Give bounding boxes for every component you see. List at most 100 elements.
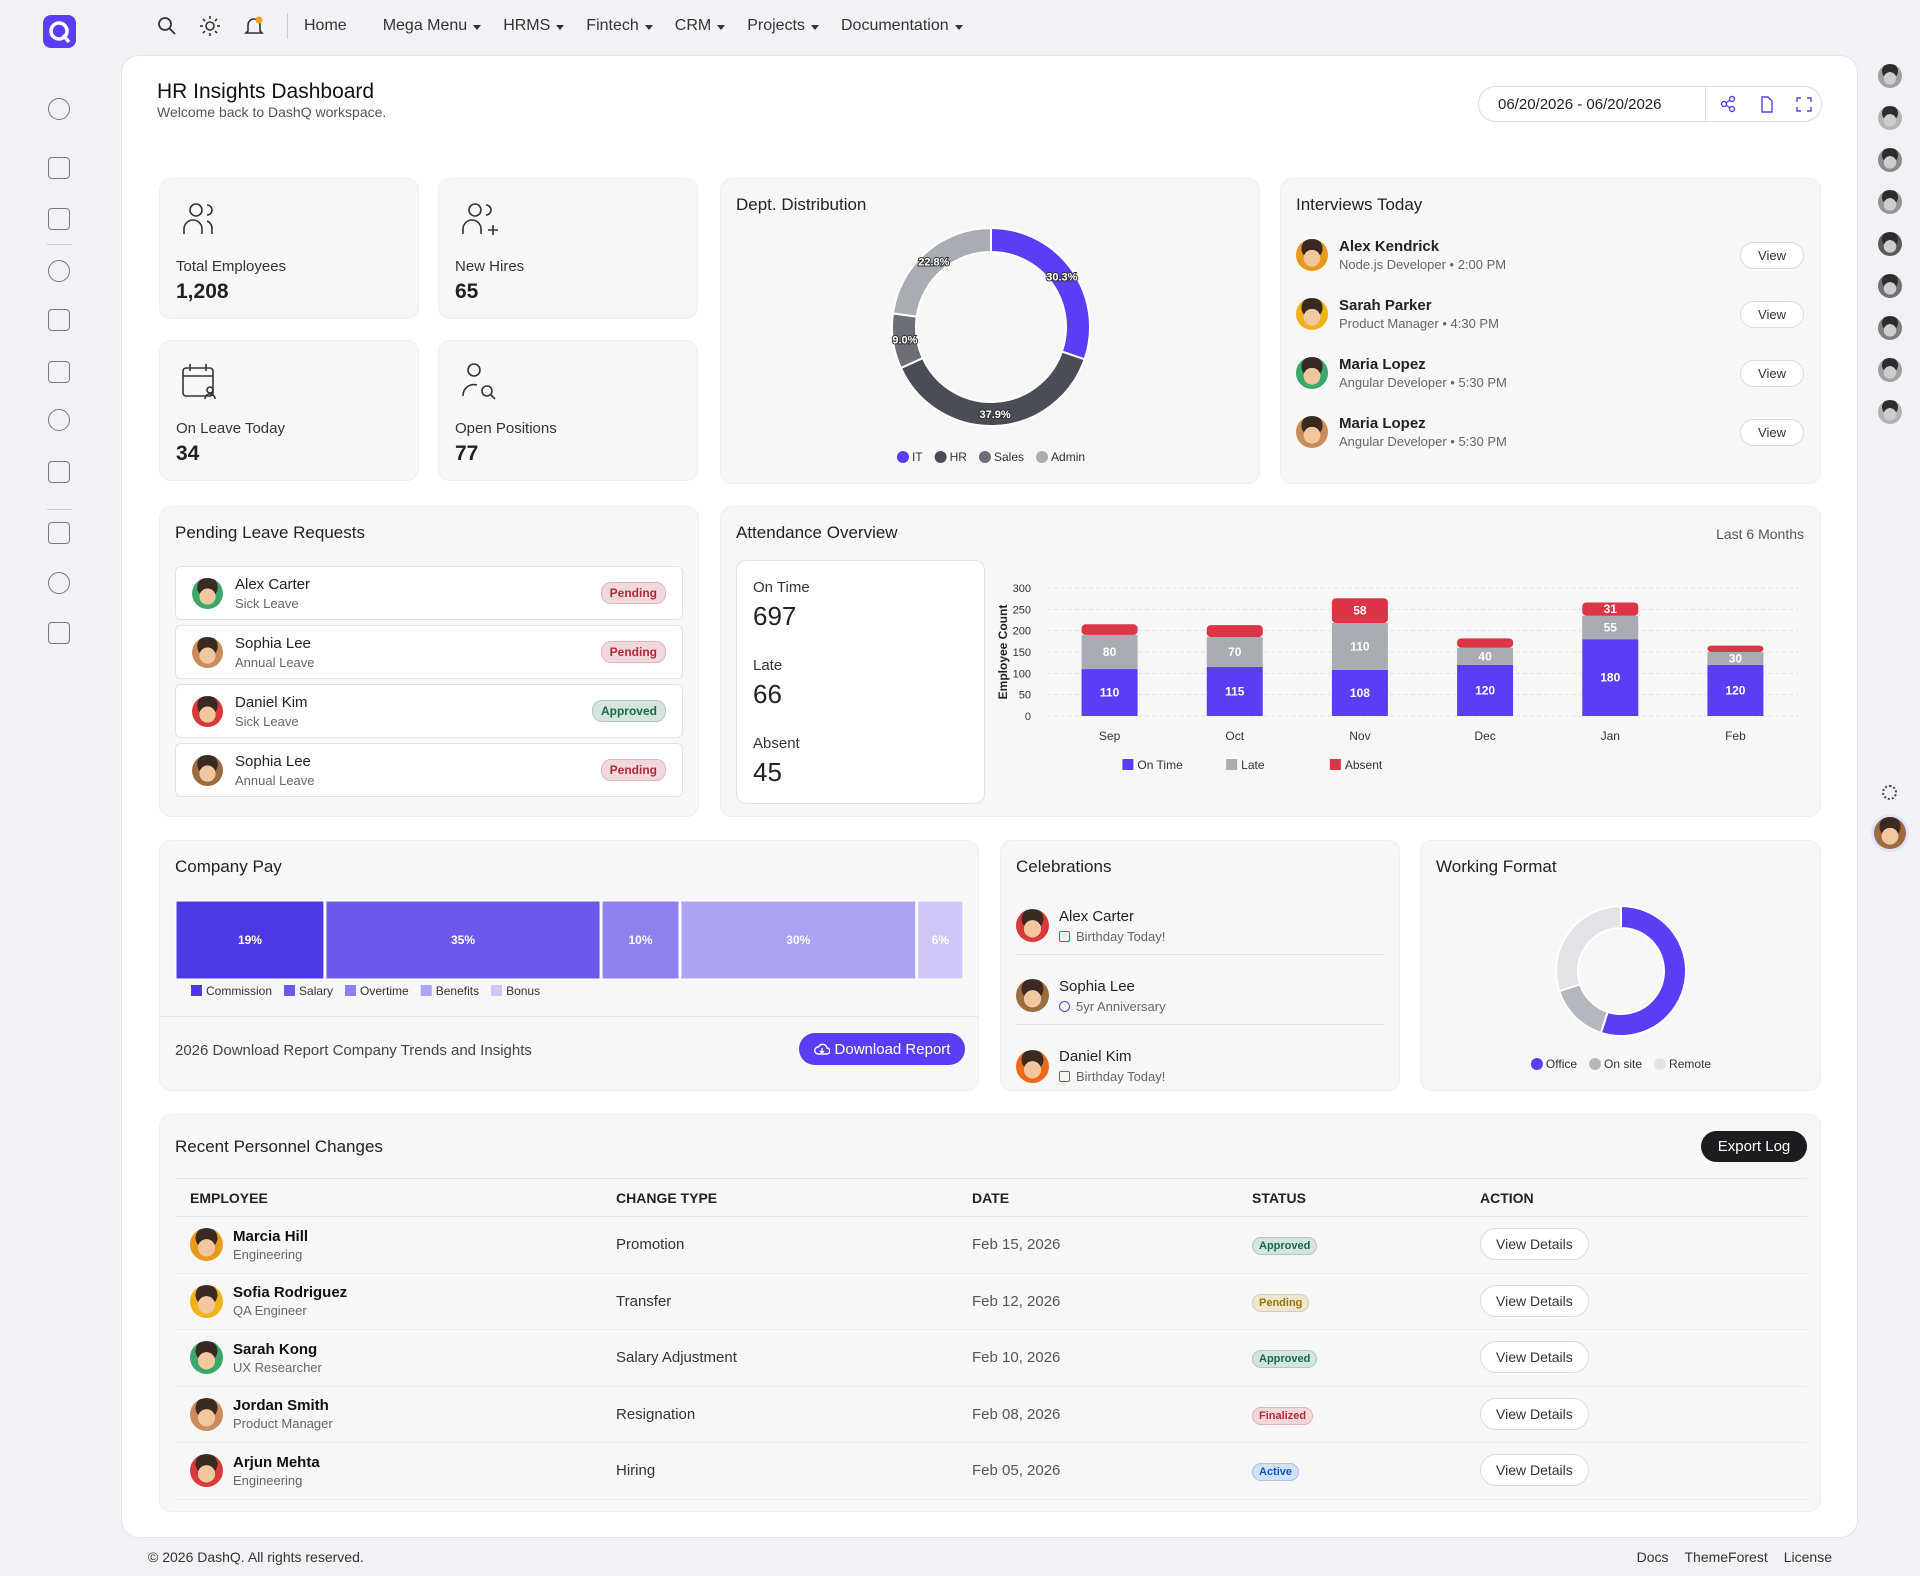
menu-item[interactable]: Fintech bbox=[586, 17, 654, 35]
view-details-button[interactable]: View Details bbox=[1480, 1284, 1589, 1317]
export-button[interactable]: Export Log bbox=[1701, 1131, 1807, 1162]
status-cell: Pending bbox=[1237, 1273, 1465, 1330]
menu-item[interactable]: Mega Menu bbox=[383, 17, 482, 35]
stat-value: 34 bbox=[176, 442, 200, 465]
period[interactable]: Last 6 Months bbox=[1716, 526, 1804, 542]
table-row: Jordan Smith Product Manager Resignation Fe… bbox=[175, 1386, 1807, 1443]
footer-link[interactable]: License bbox=[1783, 1549, 1832, 1565]
status-badge: Finalized bbox=[1252, 1406, 1314, 1425]
avatar bbox=[1296, 239, 1328, 271]
status-badge: Pending bbox=[1252, 1293, 1310, 1312]
action-cell: View Details bbox=[1465, 1386, 1807, 1443]
avatar[interactable] bbox=[1878, 358, 1902, 382]
avatar bbox=[192, 577, 223, 609]
leave-text: Alex Carter Sick Leave bbox=[235, 576, 310, 611]
view-button[interactable]: View bbox=[1740, 241, 1804, 269]
avatar[interactable] bbox=[1878, 106, 1902, 130]
employee-text: Arjun Mehta Engineering bbox=[233, 1454, 320, 1488]
leave-text: Daniel Kim Sick Leave bbox=[235, 694, 308, 729]
avatar bbox=[1016, 979, 1049, 1012]
summary-value: 45 bbox=[753, 757, 782, 787]
dept-panel: Dept. Distribution bbox=[720, 178, 1260, 484]
sidebar-icon[interactable] bbox=[48, 409, 70, 431]
employee-name: Marcia Hill bbox=[233, 1227, 309, 1245]
view-details-button[interactable]: View Details bbox=[1480, 1341, 1589, 1374]
footer-link[interactable]: ThemeForest bbox=[1684, 1549, 1768, 1565]
summary-label: Absent bbox=[753, 735, 800, 752]
note-text: Birthday Today! bbox=[1076, 1069, 1166, 1084]
summary-value: 697 bbox=[753, 601, 797, 631]
sidebar-icon[interactable] bbox=[48, 208, 70, 230]
note-icon bbox=[1059, 1071, 1070, 1082]
sidebar-icon[interactable] bbox=[48, 361, 70, 383]
toolbar-icons[interactable] bbox=[1706, 87, 1821, 121]
employee-cell: Jordan Smith Product Manager bbox=[175, 1386, 601, 1443]
panel-title: Dept. Distribution bbox=[736, 195, 867, 214]
footer-links: Docs ThemeForest License bbox=[1637, 1549, 1832, 1565]
view-details-button[interactable]: View Details bbox=[1480, 1397, 1589, 1430]
change-cell: Salary Adjustment bbox=[601, 1329, 957, 1387]
change-cell: Resignation bbox=[601, 1386, 957, 1443]
footer-link[interactable]: Docs bbox=[1636, 1549, 1669, 1565]
view-details-button[interactable]: View Details bbox=[1480, 1454, 1589, 1487]
settings-icon[interactable] bbox=[1882, 785, 1897, 800]
search-icon[interactable] bbox=[157, 16, 177, 36]
date-cell: Feb 05, 2026 bbox=[957, 1442, 1237, 1500]
stat-value: 65 bbox=[455, 280, 479, 303]
avatar[interactable] bbox=[1878, 274, 1902, 298]
stat-card: New Hires 65 bbox=[438, 178, 698, 319]
menu: Home Mega Menu HRMS Fintech CRM Projects Docum… bbox=[304, 17, 963, 35]
panel-title: Recent Personnel Changes bbox=[175, 1137, 383, 1156]
avatar[interactable] bbox=[1874, 817, 1906, 849]
menu-item[interactable]: Projects bbox=[747, 17, 819, 35]
view-details-button[interactable]: View Details bbox=[1480, 1228, 1589, 1261]
note-icon bbox=[1059, 930, 1070, 942]
avatar[interactable] bbox=[1878, 190, 1902, 214]
menu-item[interactable]: Home bbox=[304, 17, 347, 34]
sidebar-icon[interactable] bbox=[48, 461, 70, 483]
status-badge: Approved bbox=[591, 700, 666, 722]
sidebar-icon[interactable] bbox=[48, 622, 70, 644]
avatar[interactable] bbox=[1878, 148, 1902, 172]
stat-icon bbox=[183, 203, 213, 234]
right-sidebar bbox=[1870, 0, 1920, 1576]
view-button[interactable]: View bbox=[1740, 418, 1804, 446]
employee-dept: Product Manager bbox=[233, 1416, 333, 1432]
column-header: EMPLOYEE bbox=[175, 1178, 601, 1217]
avatar[interactable] bbox=[1878, 316, 1902, 340]
avatar[interactable] bbox=[1878, 64, 1902, 88]
view-button[interactable]: View bbox=[1740, 359, 1804, 387]
panel-title: Attendance Overview bbox=[736, 523, 898, 542]
sidebar-icon[interactable] bbox=[48, 157, 70, 179]
notification-icon[interactable] bbox=[243, 15, 265, 37]
leave-text: Sophia Lee Annual Leave bbox=[235, 753, 315, 788]
action-cell: View Details bbox=[1465, 1216, 1807, 1274]
sidebar-icon[interactable] bbox=[48, 522, 70, 544]
person-name: Sarah Parker bbox=[1339, 297, 1432, 314]
sidebar-icon[interactable] bbox=[48, 98, 70, 120]
person-name: Maria Lopez bbox=[1339, 415, 1426, 432]
avatar[interactable] bbox=[1878, 400, 1902, 424]
menu-item[interactable]: Documentation bbox=[841, 17, 963, 35]
logo[interactable] bbox=[43, 15, 76, 48]
menu-item[interactable]: CRM bbox=[675, 17, 726, 35]
sidebar-icon[interactable] bbox=[48, 309, 70, 331]
avatar bbox=[1296, 416, 1328, 448]
attendance-panel: Attendance Overview Last 6 Months On Tim… bbox=[720, 506, 1821, 817]
menu-item[interactable]: HRMS bbox=[503, 17, 565, 35]
status-cell: Active bbox=[1237, 1442, 1465, 1500]
view-button[interactable]: View bbox=[1740, 300, 1804, 328]
celebration-row: Sophia Lee 5yr Anniversary bbox=[1016, 967, 1384, 1025]
date-cell: Feb 12, 2026 bbox=[957, 1273, 1237, 1330]
celebration-note: Birthday Today! bbox=[1059, 1069, 1165, 1084]
date-cell: Feb 10, 2026 bbox=[957, 1329, 1237, 1387]
sidebar-icon[interactable] bbox=[48, 572, 70, 594]
avatar[interactable] bbox=[1878, 232, 1902, 256]
date-range[interactable]: 06/20/2026 - 06/20/2026 bbox=[1479, 87, 1706, 121]
avatar bbox=[190, 1454, 223, 1488]
download-button[interactable]: Download Report bbox=[799, 1033, 965, 1065]
sidebar-icon[interactable] bbox=[48, 260, 70, 282]
theme-icon[interactable] bbox=[199, 15, 221, 37]
stat-card: Total Employees 1,208 bbox=[159, 178, 419, 319]
stat-card: Open Positions 77 bbox=[438, 340, 698, 481]
